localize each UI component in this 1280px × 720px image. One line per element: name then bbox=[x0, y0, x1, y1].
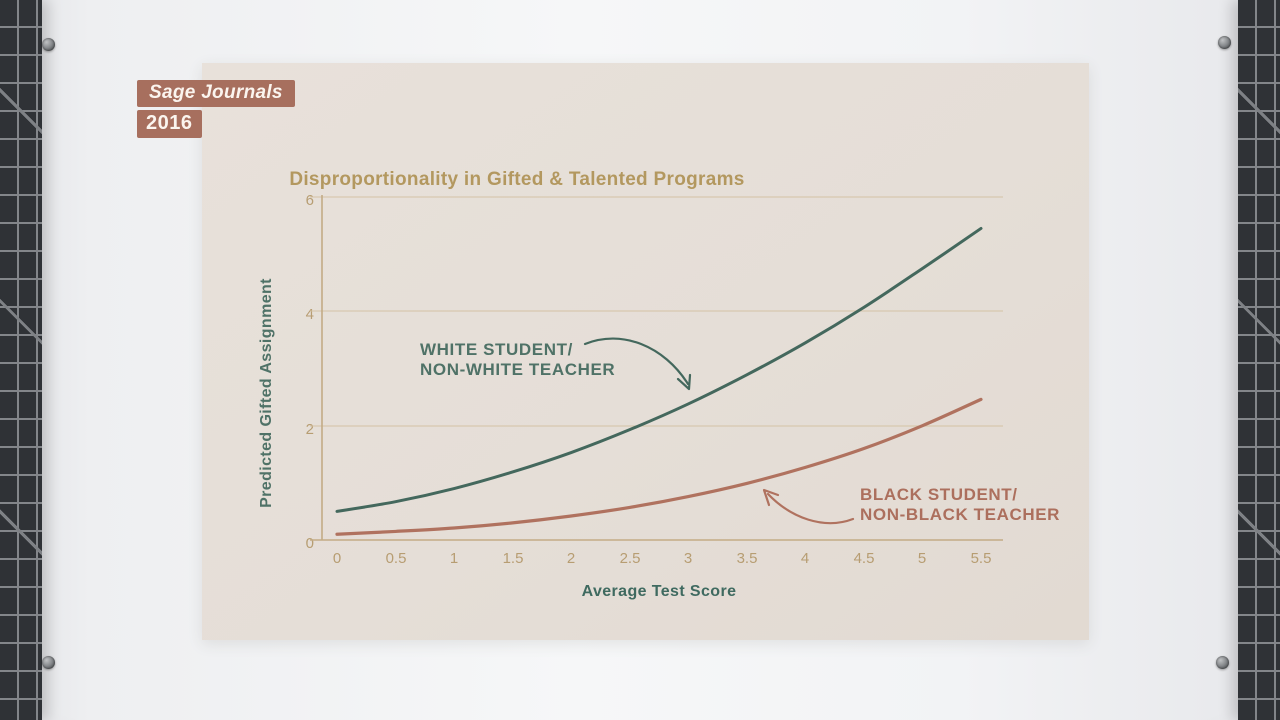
year-badge: 2016 bbox=[137, 110, 202, 138]
source-badge: Sage Journals bbox=[137, 80, 295, 107]
screw-top-left bbox=[42, 38, 55, 51]
x-tick: 5.5 bbox=[970, 550, 992, 567]
chart-card: Disproportionality in Gifted & Talented … bbox=[202, 63, 1089, 640]
chart-title: Disproportionality in Gifted & Talented … bbox=[289, 169, 745, 190]
screw-top-right bbox=[1218, 36, 1231, 49]
y-tick: 4 bbox=[305, 306, 314, 323]
x-tick: 4.5 bbox=[853, 550, 875, 567]
x-axis-label: Average Test Score bbox=[581, 583, 737, 600]
white-series-annotation-line1: WHITE STUDENT/ bbox=[420, 340, 573, 359]
cutting-mat-right bbox=[1238, 0, 1280, 720]
white-series-line bbox=[335, 226, 983, 513]
black-series-annotation-line1: BLACK STUDENT/ bbox=[860, 485, 1018, 504]
white-series-annotation-line2: NON-WHITE TEACHER bbox=[420, 359, 616, 379]
black-series-annotation-line2: NON-BLACK TEACHER bbox=[860, 504, 1061, 524]
black-series-annotation: BLACK STUDENT/ NON-BLACK TEACHER bbox=[860, 485, 1060, 524]
black-series-arrow bbox=[762, 488, 855, 525]
screw-bottom-right bbox=[1216, 656, 1229, 669]
cutting-mat-left bbox=[0, 0, 42, 720]
screw-bottom-left bbox=[42, 656, 55, 669]
x-tick: 2 bbox=[566, 550, 576, 567]
y-tick: 0 bbox=[305, 535, 314, 552]
x-tick: 0 bbox=[332, 550, 342, 567]
white-series-arrow bbox=[583, 337, 692, 391]
x-tick: 1.5 bbox=[502, 550, 524, 567]
x-tick: 0.5 bbox=[385, 550, 407, 567]
y-tick: 6 bbox=[305, 192, 314, 209]
x-tick: 2.5 bbox=[619, 550, 641, 567]
x-tick: 3 bbox=[683, 550, 693, 567]
white-series-annotation: WHITE STUDENT/ NON-WHITE TEACHER bbox=[420, 340, 615, 379]
x-tick: 1 bbox=[449, 550, 459, 567]
x-tick: 3.5 bbox=[736, 550, 758, 567]
y-tick: 2 bbox=[305, 421, 314, 438]
x-tick: 5 bbox=[917, 550, 927, 567]
black-series-line bbox=[335, 397, 983, 536]
x-tick: 4 bbox=[800, 550, 810, 567]
plot-area bbox=[310, 195, 1003, 541]
